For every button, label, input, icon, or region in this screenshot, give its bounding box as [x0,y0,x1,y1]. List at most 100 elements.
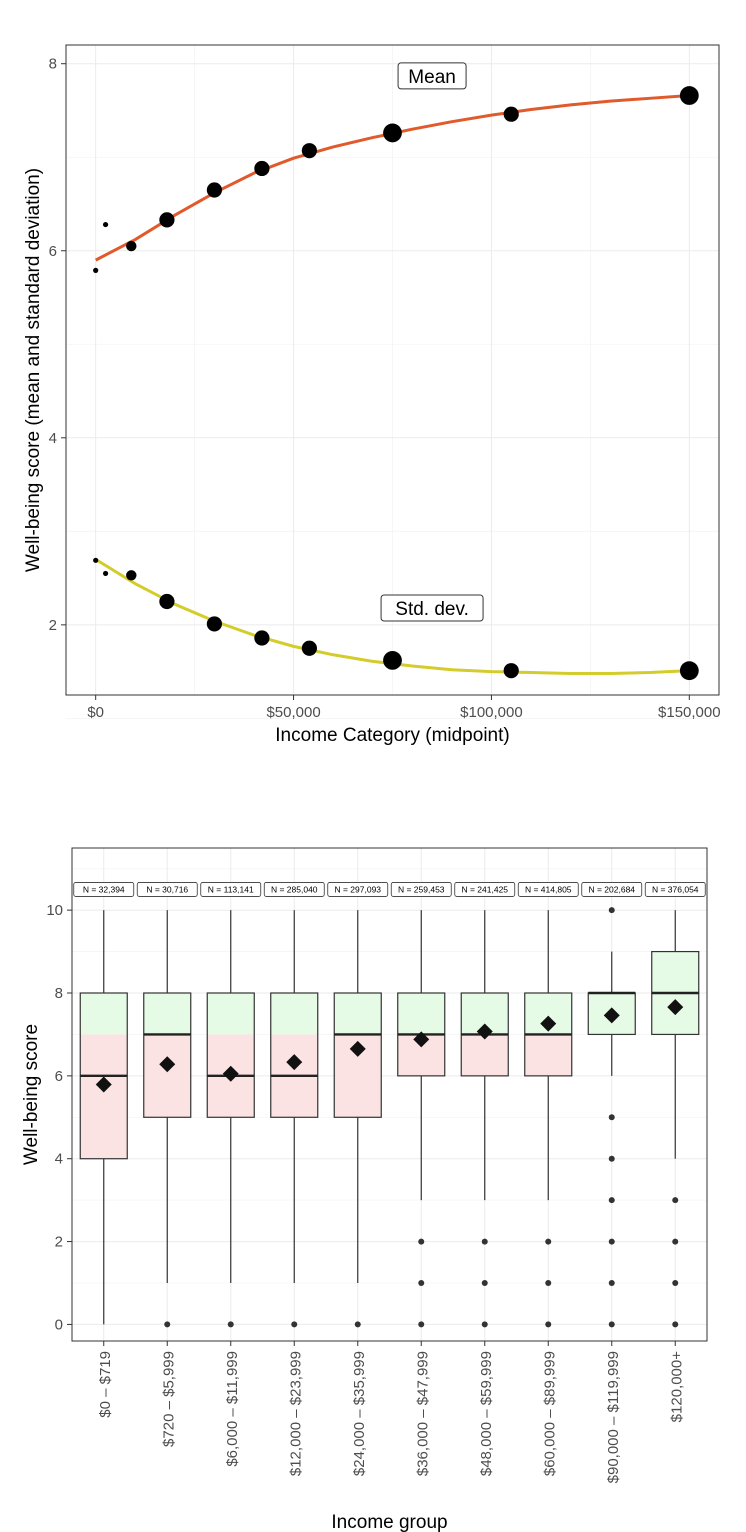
mean-diamond [667,999,684,1016]
mean-point [126,240,137,252]
mean-diamond [286,1054,303,1071]
x-tick-label: $100,000 [460,704,523,721]
box-outline [206,992,255,1118]
x-tick-label: $6,000 – $11,999 [224,1351,241,1467]
box-fill-above-7 [143,993,191,1035]
outlier-point [608,907,615,914]
x-tick-label: $0 [87,704,104,721]
outlier-point [608,1321,615,1328]
outlier-point [608,1114,615,1121]
outlier-point [291,1321,298,1328]
mean-point [383,123,402,143]
annotation-label: Std. dev. [395,599,469,620]
x-tick-label: $120,000+ [668,1351,685,1423]
box-outline [143,992,192,1118]
mean-point [102,221,109,228]
outlier-point [545,1321,552,1328]
y-tick-label: 2 [49,617,57,634]
mean-diamond [159,1056,176,1073]
outlier-point [608,1155,615,1162]
n-label-box [136,882,198,897]
sd-point [102,570,109,577]
box-fill-above-7 [80,993,128,1035]
box-outline [333,992,382,1118]
outlier-point [545,1238,552,1245]
n-label: N = 30,716 [146,884,188,894]
n-label: N = 32,394 [83,884,125,894]
n-label-box [73,882,135,897]
y-tick-label: 2 [55,1234,63,1251]
n-label-box [327,882,389,897]
n-label-box [517,882,579,897]
y-tick-label: 4 [55,1151,63,1168]
box-fill-above-7 [270,993,318,1035]
outlier-point [608,1280,615,1286]
mean-point [93,267,99,273]
box-fill-above-7 [207,993,255,1035]
n-label-box [390,882,452,897]
x-axis-title: Income group [331,1512,447,1532]
y-tick-label: 6 [49,243,57,260]
mean-diamond [95,1076,112,1093]
mean-diamond [222,1065,239,1082]
outlier-point [481,1238,488,1245]
n-label: N = 259,453 [398,884,445,894]
y-tick-label: 0 [55,1316,63,1333]
n-label: N = 202,684 [588,884,635,894]
box-fill-below-7 [143,1034,191,1118]
box-fill-below-7 [461,1034,509,1076]
sd-point [383,650,402,670]
sd-point [254,630,270,646]
annotation-box [380,594,484,622]
box-fill-below-7 [80,1034,128,1159]
annotation-label: Mean [408,67,456,88]
y-axis-title: Well-being score (mean and standard devi… [23,168,44,572]
mean-point [254,160,270,177]
y-tick-label: 8 [49,56,57,73]
mean-sd-scatter-chart: Mean Std. dev. 2 4 6 8 $0 $50,000 $100,000 $150,0… [23,44,721,746]
outlier-point [672,1280,679,1286]
n-label: N = 297,093 [334,884,381,894]
x-tick-label: $60,000 – $89,999 [541,1351,558,1476]
n-label-box [454,882,516,897]
mean-point [679,86,699,105]
x-tick-label: $24,000 – $35,999 [351,1351,368,1476]
outlier-point [418,1280,425,1286]
mean-diamond [413,1031,430,1048]
outlier-point [672,1238,679,1245]
x-tick-label: $0 – $719 [97,1351,114,1418]
mean-point [159,212,175,228]
outlier-point [608,1238,615,1245]
y-tick-label: 8 [55,985,63,1002]
sd-point [679,661,699,681]
wellbeing-boxplot-chart: N = 32,394 N = 30,716 N = 113,141 N = 285,0… [21,847,708,1532]
outlier-point [545,1280,552,1286]
outlier-point [354,1321,361,1328]
outlier-point [672,1321,679,1328]
mean-point [206,182,223,198]
outlier-point [164,1321,171,1328]
x-tick-label: $48,000 – $59,999 [478,1351,495,1476]
x-axis-title: Income Category (midpoint) [275,725,509,746]
outlier-point [227,1321,234,1328]
mean-point [503,106,519,122]
y-tick-label: 6 [55,1068,63,1085]
box-fill-above-7 [334,993,382,1035]
outlier-point [608,1197,615,1204]
mean-point [301,143,317,159]
x-tick-label: $90,000 – $119,999 [605,1351,622,1483]
x-tick-label: $12,000 – $23,999 [287,1351,304,1476]
outlier-point [672,1197,679,1204]
n-label-box [644,882,706,897]
mean-diamond [476,1023,493,1040]
sd-point [93,557,99,563]
box-fill-below-7 [524,1034,572,1076]
n-label: N = 376,054 [652,884,699,894]
n-label: N = 285,040 [271,884,318,894]
outlier-point [481,1321,488,1328]
sd-point [206,616,223,632]
outlier-point [418,1321,425,1328]
mean-diamond [603,1007,620,1024]
y-axis-title: Well-being score [21,1024,42,1165]
